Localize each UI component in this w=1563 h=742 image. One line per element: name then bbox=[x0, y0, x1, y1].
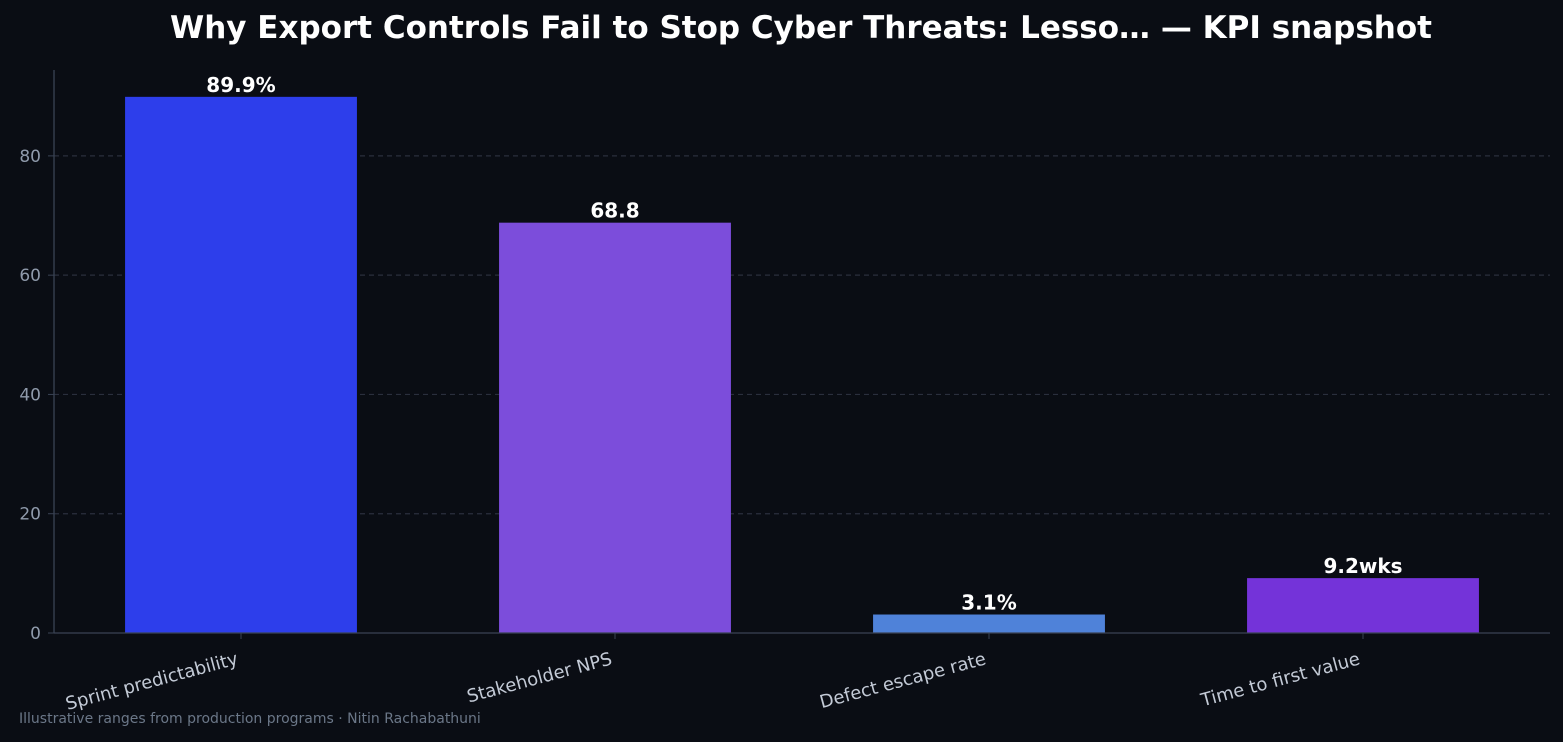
x-tick-label: Defect escape rate bbox=[818, 649, 989, 714]
bar bbox=[873, 614, 1105, 633]
value-labels: 89.9% 68.8 3.1% 9.2wks bbox=[206, 73, 1402, 615]
footer-note: Illustrative ranges from production prog… bbox=[19, 711, 481, 727]
bar-value-label: 9.2wks bbox=[1323, 554, 1402, 578]
bar bbox=[125, 96, 357, 634]
x-tick-label: Time to first value bbox=[1198, 649, 1362, 712]
y-tick-label: 0 bbox=[30, 624, 41, 644]
bar-value-label: 68.8 bbox=[590, 199, 639, 223]
x-tick-label: Sprint predictability bbox=[63, 648, 240, 714]
gridlines bbox=[54, 155, 1550, 515]
chart-title: Why Export Controls Fail to Stop Cyber T… bbox=[170, 10, 1432, 46]
bar-value-label: 3.1% bbox=[961, 591, 1016, 615]
bar-value-label: 89.9% bbox=[206, 73, 275, 97]
bars bbox=[125, 96, 1479, 634]
x-tick-label: Stakeholder NPS bbox=[465, 649, 615, 708]
y-tick-label: 60 bbox=[19, 266, 41, 286]
bar bbox=[1247, 578, 1479, 633]
bar bbox=[499, 222, 731, 633]
y-tick-label: 80 bbox=[19, 147, 41, 167]
y-tick-label: 20 bbox=[19, 505, 41, 525]
y-tick-label: 40 bbox=[19, 385, 41, 405]
